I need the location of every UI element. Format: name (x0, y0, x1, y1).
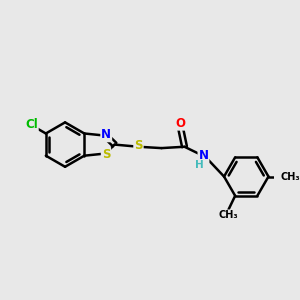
Text: N: N (199, 149, 208, 163)
Text: S: S (102, 148, 110, 161)
Text: N: N (101, 128, 111, 141)
Text: CH₃: CH₃ (218, 210, 238, 220)
Text: CH₃: CH₃ (281, 172, 300, 182)
Text: H: H (195, 160, 204, 170)
Text: Cl: Cl (25, 118, 38, 131)
Text: S: S (134, 140, 143, 152)
Text: O: O (175, 117, 185, 130)
